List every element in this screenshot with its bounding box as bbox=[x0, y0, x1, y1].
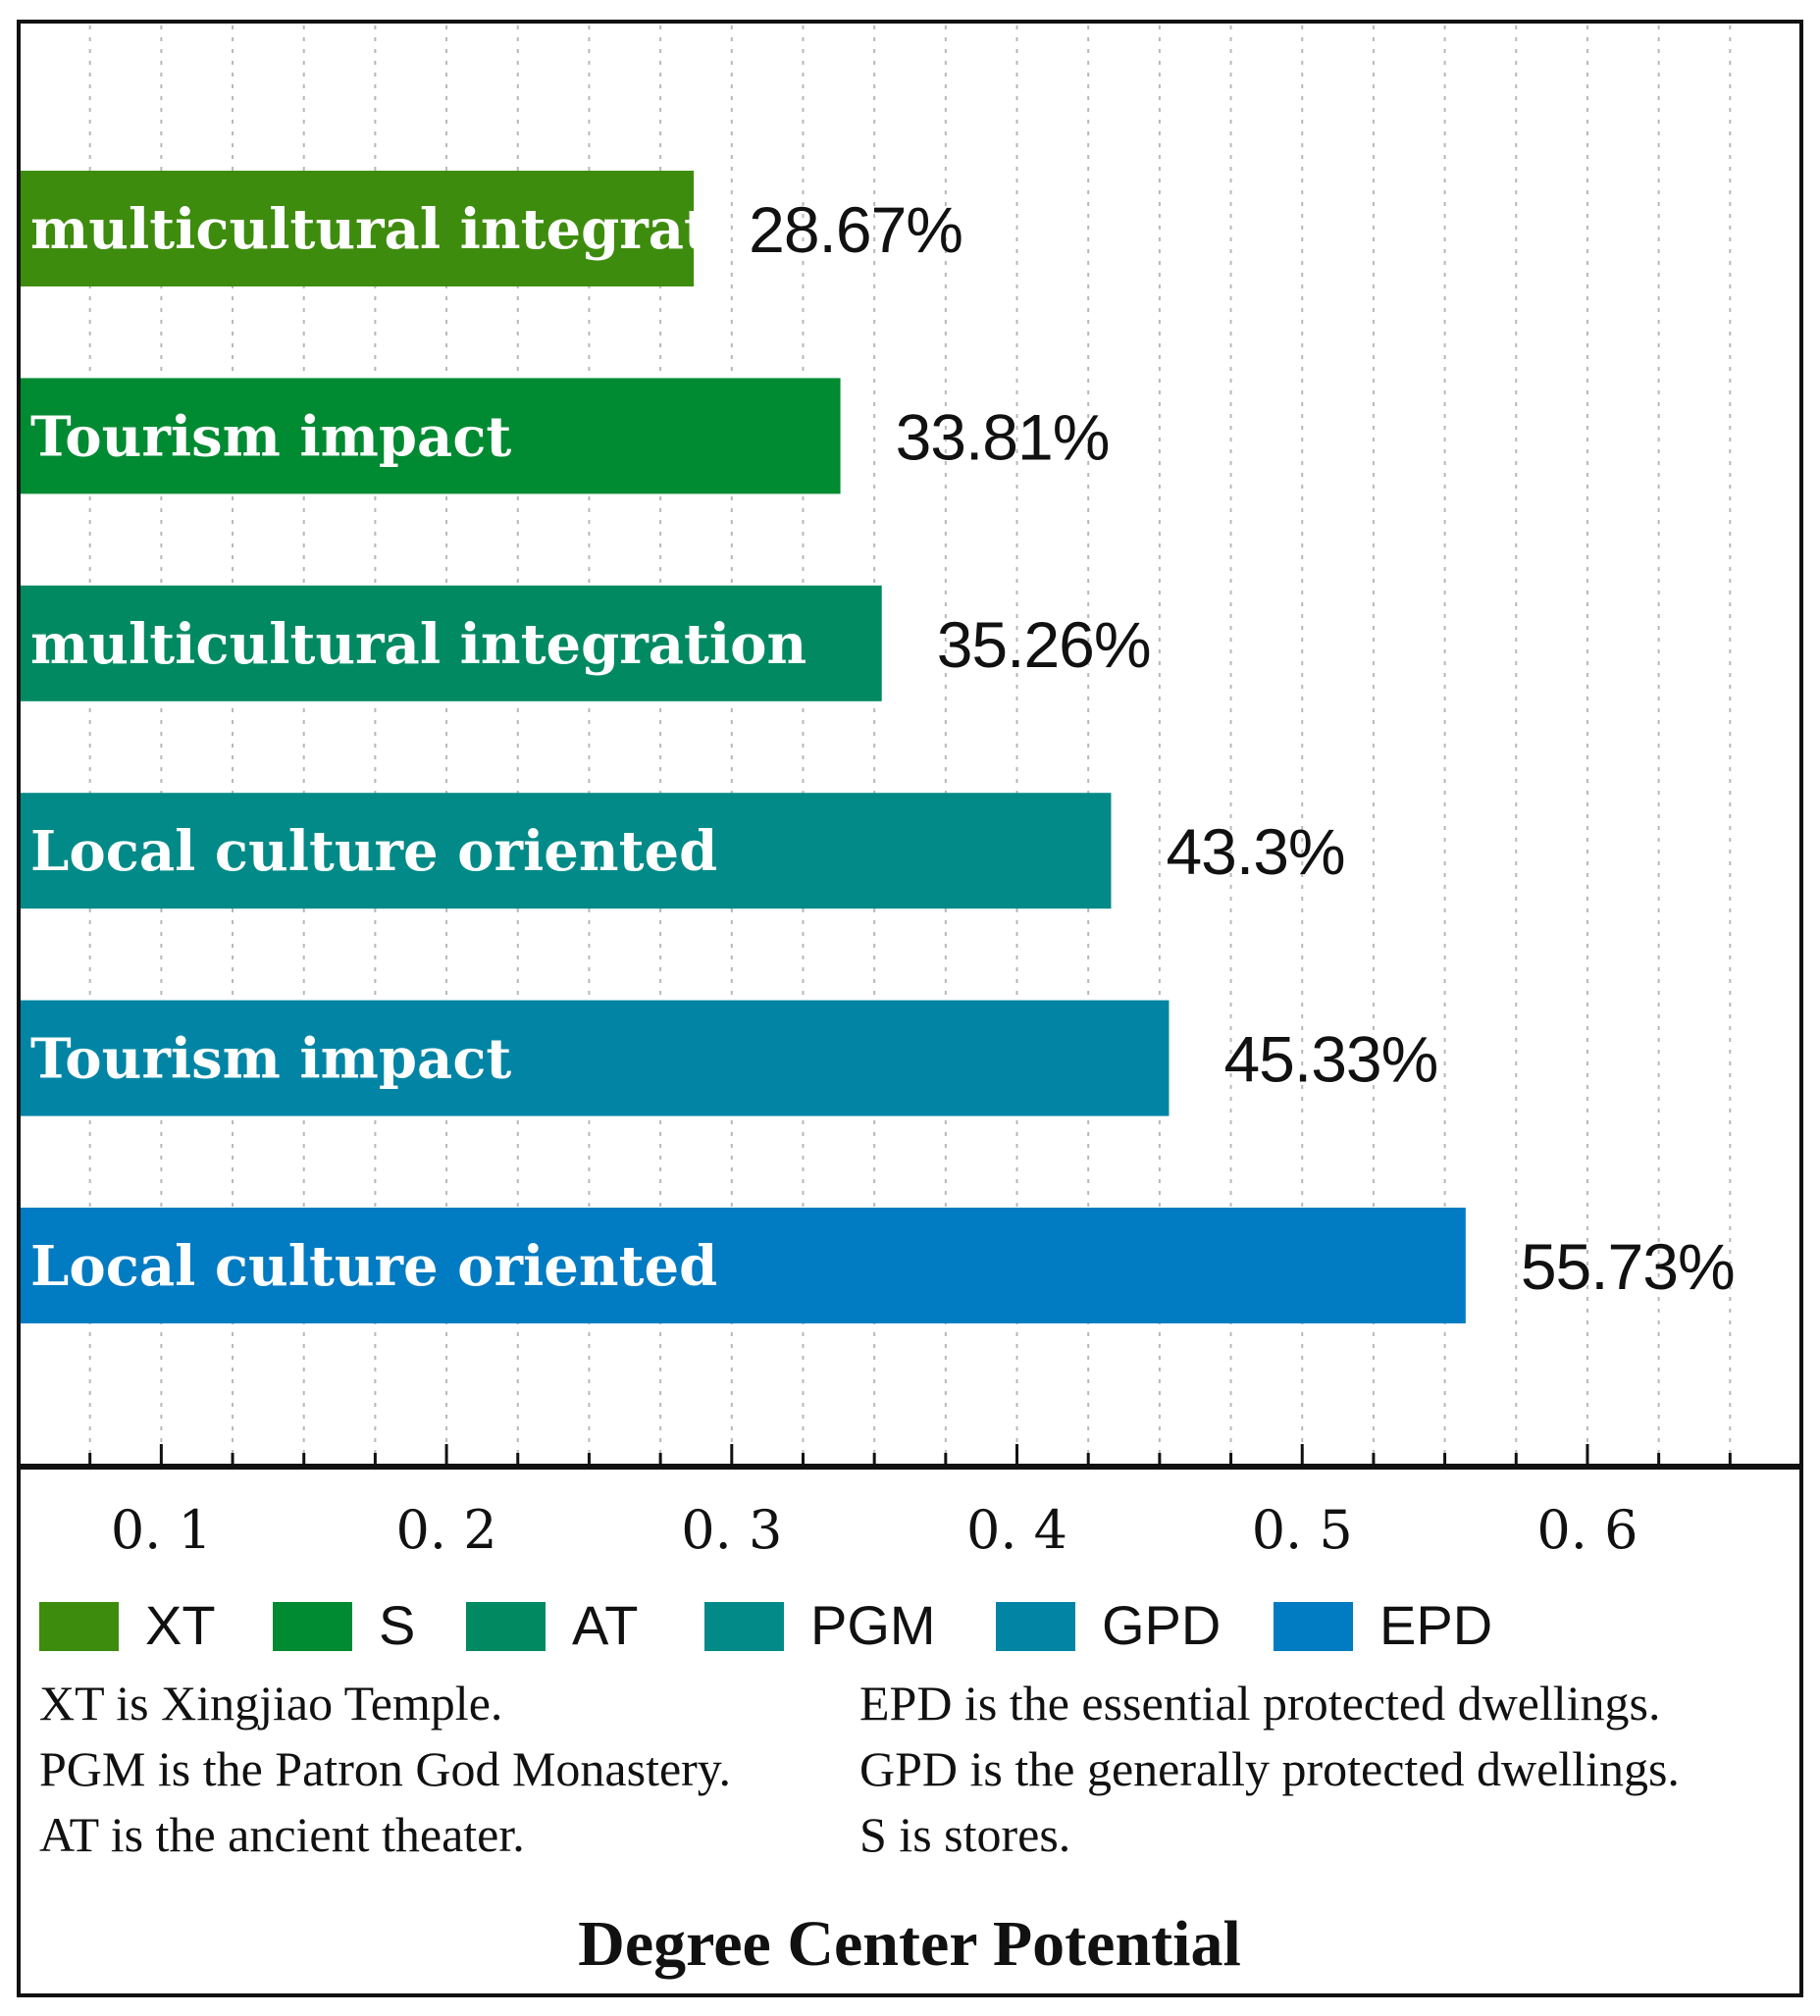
legend-swatch-epd bbox=[1274, 1602, 1353, 1651]
note-left: XT is Xingjiao Temple. bbox=[39, 1676, 502, 1731]
data-label: 28.67% bbox=[749, 193, 962, 266]
x-axis-ticks: 0. 1 0. 2 0. 3 0. 4 0. 5 0. 6 bbox=[88, 1444, 1732, 1561]
bar-at bbox=[19, 585, 882, 701]
legend-label: AT bbox=[572, 1594, 638, 1656]
legend-label: XT bbox=[145, 1594, 216, 1656]
bar-inner-label: multicultural integration bbox=[30, 612, 806, 677]
bar-s bbox=[19, 378, 841, 494]
notes: XT is Xingjiao Temple. PGM is the Patron … bbox=[39, 1676, 1680, 1862]
data-label: 33.81% bbox=[896, 400, 1110, 473]
note-left: PGM is the Patron God Monastery. bbox=[39, 1741, 731, 1796]
legend-swatch-at bbox=[466, 1602, 546, 1651]
x-tick-label: 0. 1 bbox=[111, 1499, 212, 1561]
bar-pgm bbox=[19, 793, 1112, 909]
note-left: AT is the ancient theater. bbox=[39, 1807, 525, 1862]
x-tick-label: 0. 5 bbox=[1252, 1499, 1353, 1561]
data-label: 45.33% bbox=[1223, 1023, 1437, 1096]
lower-panel-frame bbox=[17, 1464, 1803, 1997]
bar-gpd bbox=[19, 1000, 1170, 1116]
note-right: GPD is the generally protected dwellings… bbox=[859, 1741, 1680, 1796]
legend-label: PGM bbox=[810, 1594, 936, 1656]
legend-swatch-gpd bbox=[996, 1602, 1075, 1651]
x-tick-label: 0. 3 bbox=[681, 1499, 782, 1561]
data-label: 43.3% bbox=[1166, 815, 1344, 888]
legend: XT S AT PGM GPD EPD bbox=[39, 1594, 1492, 1656]
bar-inner-label: multicultural integration bbox=[30, 197, 806, 262]
data-label: 35.26% bbox=[937, 608, 1151, 681]
note-right: S is stores. bbox=[859, 1807, 1070, 1862]
bar-inner-label: Tourism impact bbox=[30, 1027, 511, 1092]
x-tick-label: 0. 4 bbox=[966, 1499, 1067, 1561]
legend-label: S bbox=[379, 1594, 415, 1656]
legend-label: GPD bbox=[1102, 1594, 1221, 1656]
bar-inner-label: Tourism impact bbox=[30, 404, 511, 469]
x-tick-label: 0. 6 bbox=[1536, 1499, 1638, 1561]
bar-inner-label: Local culture oriented bbox=[30, 1234, 717, 1299]
x-axis-title: Degree Center Potential bbox=[578, 1908, 1241, 1980]
legend-label: EPD bbox=[1379, 1594, 1492, 1656]
legend-swatch-s bbox=[273, 1602, 352, 1651]
bar-xt bbox=[19, 171, 695, 286]
bar-inner-label: Local culture oriented bbox=[30, 819, 717, 884]
x-tick-label: 0. 2 bbox=[396, 1499, 497, 1561]
legend-swatch-pgm bbox=[704, 1602, 784, 1651]
legend-swatch-xt bbox=[39, 1602, 119, 1651]
bar-epd bbox=[19, 1208, 1466, 1323]
data-label: 55.73% bbox=[1521, 1230, 1735, 1303]
note-right: EPD is the essential protected dwellings… bbox=[859, 1676, 1661, 1731]
